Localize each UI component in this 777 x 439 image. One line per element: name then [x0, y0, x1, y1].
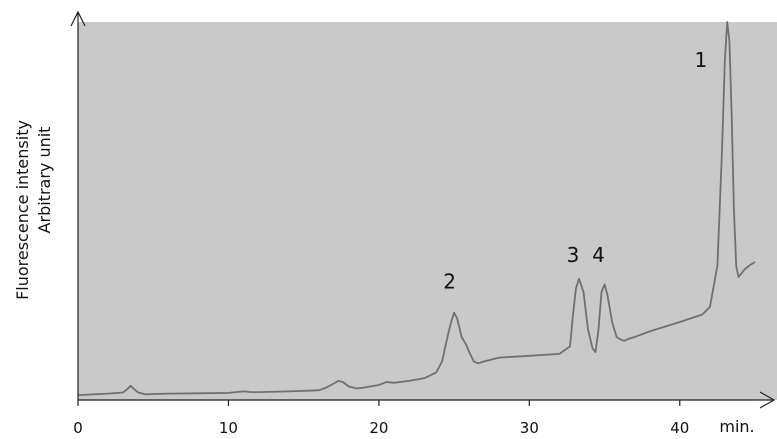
peak-label: 2: [443, 269, 456, 293]
y-axis-title-group: Fluorescence intensity Arbitrary unit: [13, 120, 54, 300]
peak-label: 1: [694, 48, 707, 72]
series-line: [77, 21, 756, 396]
x-tick-label: 20: [369, 419, 388, 437]
y-axis-subtitle: Arbitrary unit: [35, 127, 54, 234]
y-axis-arrow: [70, 10, 86, 27]
y-axis-title: Fluorescence intensity: [13, 120, 32, 300]
peak-label: 4: [592, 243, 605, 267]
x-tick-labels: 0 10 20 30 40: [73, 419, 689, 437]
x-tick-label: 40: [670, 419, 689, 437]
x-tick-label: 30: [520, 419, 539, 437]
plot-area: [78, 22, 777, 400]
x-axis-title: min.: [719, 417, 754, 436]
x-ticks: [77, 400, 681, 406]
peak-label: 3: [567, 243, 580, 267]
x-tick-label: 10: [219, 419, 238, 437]
x-axis-arrow: [759, 391, 776, 409]
peak-labels: 1 2 3 4: [443, 48, 707, 293]
x-tick-label: 0: [73, 419, 83, 437]
